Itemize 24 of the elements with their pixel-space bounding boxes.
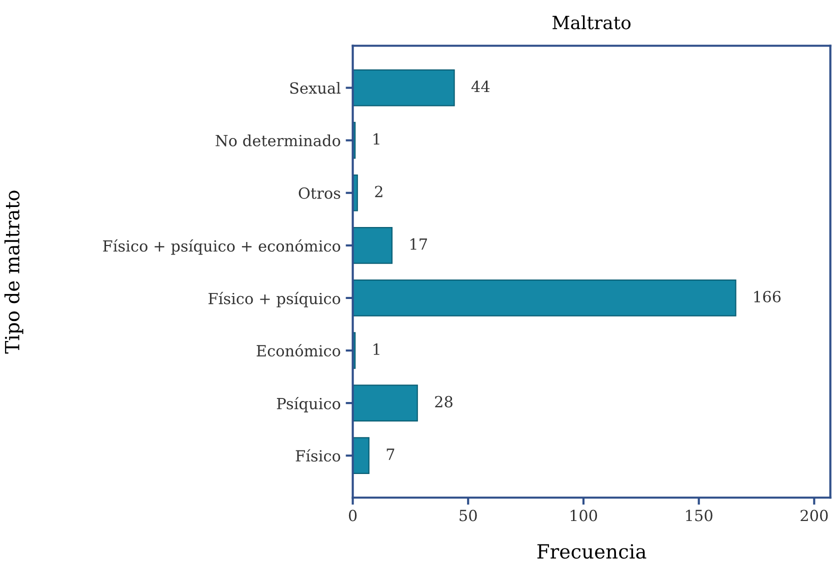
x-tick-label: 100 bbox=[570, 510, 598, 522]
y-axis-title: Tipo de maltrato bbox=[4, 190, 24, 354]
y-tick-label: Económico bbox=[256, 344, 340, 357]
x-tick-label: 200 bbox=[800, 510, 828, 522]
y-tick-label: No determinado bbox=[216, 134, 340, 146]
data-label: 28 bbox=[435, 396, 452, 408]
x-tick-label: 150 bbox=[686, 510, 712, 522]
x-tick-label: 50 bbox=[460, 510, 477, 522]
y-tick-label: Sexual bbox=[290, 82, 341, 94]
data-label: 2 bbox=[375, 186, 382, 198]
chart-title: Maltrato bbox=[552, 15, 631, 30]
y-tick-label: Físico bbox=[296, 449, 340, 462]
x-axis-title: Frecuencia bbox=[537, 544, 646, 559]
data-label: 166 bbox=[754, 290, 781, 302]
data-label: 44 bbox=[471, 80, 490, 92]
data-label: 1 bbox=[374, 343, 380, 355]
y-tick-label: Físico + psíquico bbox=[208, 292, 340, 308]
data-label: 17 bbox=[410, 238, 427, 250]
y-tick-label: Psíquico bbox=[276, 396, 340, 412]
y-tick-label: Físico + psíquico + económico bbox=[103, 239, 340, 255]
data-label: 7 bbox=[386, 448, 394, 460]
x-tick-label: 0 bbox=[348, 510, 357, 522]
data-label: 1 bbox=[374, 133, 380, 145]
y-tick-label: Otros bbox=[298, 187, 340, 199]
